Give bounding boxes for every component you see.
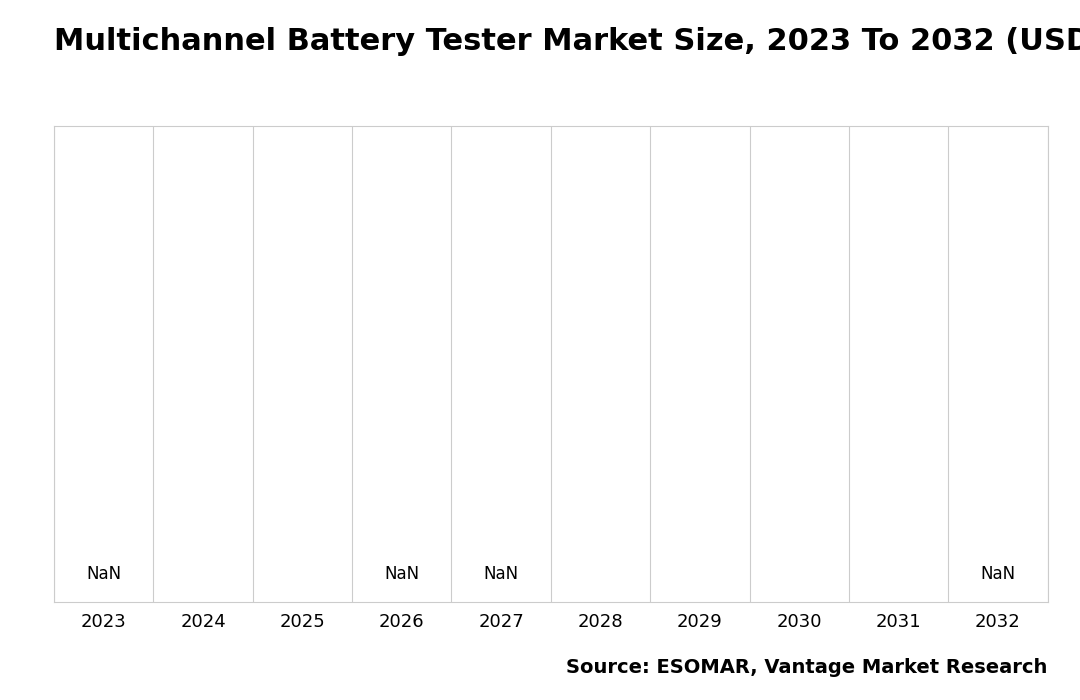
Text: Source: ESOMAR, Vantage Market Research: Source: ESOMAR, Vantage Market Research: [566, 658, 1048, 677]
Text: NaN: NaN: [981, 565, 1015, 583]
Text: Multichannel Battery Tester Market Size, 2023 To 2032 (USD Million): Multichannel Battery Tester Market Size,…: [54, 27, 1080, 56]
Text: NaN: NaN: [86, 565, 121, 583]
Text: NaN: NaN: [484, 565, 518, 583]
Text: NaN: NaN: [384, 565, 419, 583]
